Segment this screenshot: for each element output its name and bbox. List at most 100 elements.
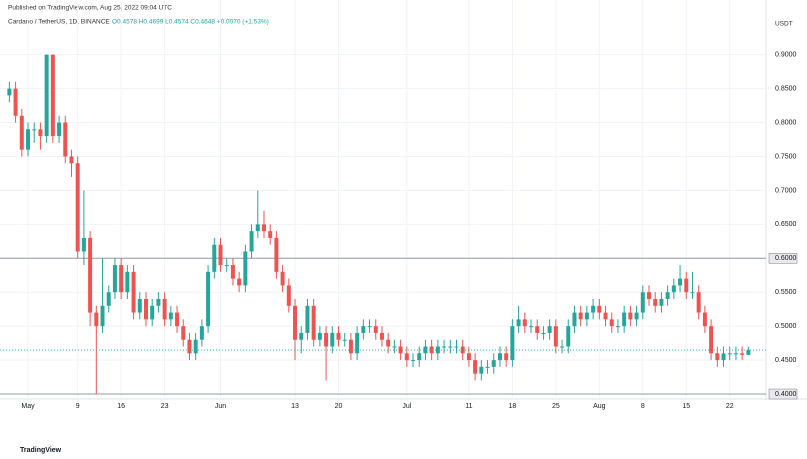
y-tick-label: 0.8500 bbox=[775, 85, 797, 92]
candle-body bbox=[125, 271, 130, 293]
candle-body bbox=[119, 265, 124, 293]
candle-body bbox=[678, 278, 683, 286]
candle-body bbox=[529, 326, 534, 328]
candle-body bbox=[88, 237, 93, 313]
candle-body bbox=[57, 122, 62, 137]
candle-body bbox=[398, 346, 403, 354]
candle-body bbox=[336, 332, 341, 340]
candle-body bbox=[218, 244, 223, 266]
candle-body bbox=[175, 312, 180, 327]
candle-body bbox=[143, 299, 148, 320]
candle-body bbox=[50, 54, 55, 137]
candle-body bbox=[628, 312, 633, 320]
candle-body bbox=[665, 292, 670, 300]
candle-body bbox=[255, 224, 260, 232]
x-tick-label: 25 bbox=[552, 403, 560, 410]
candle-body bbox=[26, 129, 30, 150]
candle-body bbox=[423, 346, 428, 354]
candle-body bbox=[429, 346, 434, 354]
x-tick-label: Jun bbox=[215, 403, 226, 410]
candle-body bbox=[591, 305, 596, 313]
candle-body bbox=[411, 360, 416, 362]
candle-body bbox=[44, 54, 49, 137]
ohlc-summary: O0.4578 H0.4699 L0.4574 C0.4648 +0.0070 … bbox=[112, 19, 269, 26]
candle-body bbox=[647, 292, 651, 300]
candle-body bbox=[615, 326, 620, 328]
candle-body bbox=[454, 346, 459, 348]
y-tick-label: 0.7500 bbox=[775, 153, 797, 160]
level-label-box bbox=[768, 388, 798, 400]
candle-body bbox=[690, 292, 695, 294]
x-tick-label: 16 bbox=[117, 403, 125, 410]
candle-body bbox=[622, 312, 627, 327]
candle-body bbox=[597, 305, 602, 313]
candle-body bbox=[206, 271, 211, 327]
candle-body bbox=[137, 299, 142, 313]
candle-body bbox=[348, 339, 353, 354]
candle-body bbox=[553, 326, 558, 347]
candle-body bbox=[653, 299, 658, 306]
y-tick-label: 0.8000 bbox=[775, 119, 797, 126]
y-tick-label: 0.4500 bbox=[775, 357, 797, 364]
candle-body bbox=[404, 353, 409, 361]
candle-body bbox=[317, 332, 322, 340]
candle-body bbox=[522, 319, 527, 327]
candle-body bbox=[112, 265, 117, 293]
candle-body bbox=[75, 163, 80, 252]
candle-body bbox=[342, 339, 347, 341]
candle-body bbox=[230, 265, 235, 279]
candle-body bbox=[100, 305, 105, 327]
candle-body bbox=[81, 237, 86, 252]
y-tick-label: 0.5000 bbox=[775, 323, 797, 330]
candle-body bbox=[516, 319, 521, 327]
candle-body bbox=[572, 312, 577, 327]
candle-body bbox=[305, 305, 310, 333]
candle-body bbox=[63, 122, 68, 157]
candle-body bbox=[386, 339, 391, 347]
candle-body bbox=[7, 88, 12, 96]
candle-body bbox=[156, 299, 161, 306]
candle-body bbox=[106, 292, 111, 306]
candle-body bbox=[355, 332, 360, 354]
candle-body bbox=[659, 299, 664, 306]
candle-body bbox=[442, 346, 447, 348]
candle-body bbox=[566, 326, 571, 347]
x-tick-label: 13 bbox=[291, 403, 299, 410]
candle-body bbox=[547, 326, 552, 333]
candle-body bbox=[330, 332, 335, 347]
candle-body bbox=[32, 129, 37, 131]
candle-body bbox=[131, 271, 136, 313]
candle-body bbox=[485, 366, 490, 368]
candle-body bbox=[199, 326, 204, 340]
candle-body bbox=[324, 332, 329, 347]
candle-body bbox=[286, 285, 291, 306]
y-tick-label: 0.9000 bbox=[775, 52, 797, 59]
candle-body bbox=[535, 326, 540, 333]
candle-body bbox=[299, 332, 304, 340]
candle-body bbox=[584, 312, 589, 320]
candle-body bbox=[479, 366, 484, 374]
currency: USDT bbox=[775, 21, 793, 28]
x-tick-label: May bbox=[21, 403, 35, 410]
candle-body bbox=[609, 319, 614, 327]
candle-body bbox=[13, 88, 18, 116]
candle-body bbox=[193, 339, 198, 354]
x-tick-label: 18 bbox=[508, 403, 516, 410]
candle-body bbox=[497, 353, 502, 361]
y-tick-label: 0.6500 bbox=[775, 221, 797, 228]
candle-body bbox=[696, 292, 701, 313]
candle-body bbox=[721, 353, 726, 361]
candle-body bbox=[702, 312, 707, 327]
candle-body bbox=[504, 353, 509, 361]
candle-body bbox=[640, 292, 645, 313]
candle-body bbox=[671, 285, 676, 293]
y-tick-label: 0.7000 bbox=[775, 187, 797, 194]
candle-body bbox=[261, 224, 266, 232]
candle-body bbox=[634, 312, 639, 320]
candle-body bbox=[435, 346, 440, 354]
x-tick-label: 11 bbox=[465, 403, 472, 410]
candle-body bbox=[473, 360, 478, 374]
candle-body bbox=[510, 326, 515, 361]
candle-body bbox=[746, 350, 751, 355]
